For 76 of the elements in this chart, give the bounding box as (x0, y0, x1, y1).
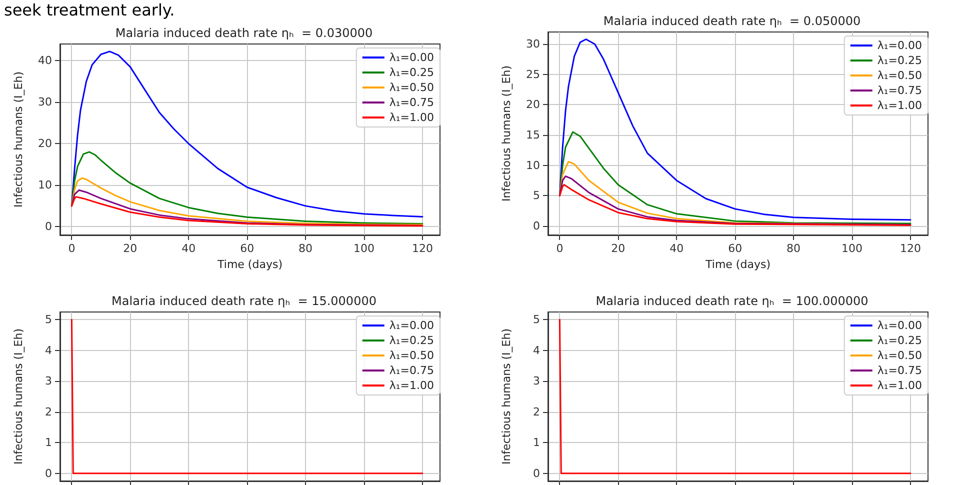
chart-title: Malaria induced death rate ηₕ = 100.000000 (596, 294, 868, 308)
x-tick-label: 40 (670, 242, 684, 255)
y-tick-label: 15 (526, 128, 540, 142)
legend-label: λ₁=0.00 (389, 51, 434, 64)
x-tick-label: 120 (900, 242, 921, 255)
x-tick-label: 120 (412, 242, 433, 255)
line-series (70, 151, 424, 225)
legend-label: λ₁=1.00 (389, 379, 434, 392)
y-tick-label: 5 (45, 313, 52, 326)
line-series (70, 196, 424, 227)
legend-label: λ₁=0.75 (389, 364, 434, 377)
x-tick-label: 100 (354, 242, 374, 255)
legend-label: λ₁=0.75 (389, 96, 434, 109)
x-tick-label: 0 (68, 242, 76, 255)
y-tick-label: 0 (533, 466, 540, 480)
y-tick-label: 1 (533, 436, 540, 450)
y-tick-label: 40 (38, 54, 52, 68)
y-tick-label: 30 (526, 38, 540, 51)
y-tick-label: 10 (526, 158, 540, 172)
y-tick-label: 20 (38, 137, 52, 150)
x-axis-title: Time (days) (216, 258, 282, 271)
x-tick-label: 40 (182, 242, 196, 255)
y-tick-label: 2 (45, 405, 52, 418)
legend-label: λ₁=1.00 (877, 379, 922, 392)
legend-label: λ₁=0.50 (389, 81, 434, 94)
legend-label: λ₁=0.00 (877, 319, 922, 332)
text: seek treatment early. (4, 0, 175, 20)
x-tick-label: 60 (240, 242, 254, 255)
chart-title: Malaria induced death rate ηₕ = 0.030000 (115, 26, 373, 40)
y-tick-label: 0 (45, 466, 52, 480)
legend-label: λ₁=0.00 (389, 319, 434, 332)
y-tick-label: 30 (38, 96, 52, 109)
y-axis-title: Infectious humans (I_Eh) (500, 65, 513, 202)
legend-label: λ₁=0.25 (389, 334, 434, 347)
x-tick-label: 100 (842, 242, 862, 255)
line-series (558, 175, 912, 226)
x-tick-label: 0 (556, 242, 564, 255)
y-axis-title: Infectious humans (I_Eh) (500, 328, 513, 465)
legend-label: λ₁=0.00 (877, 39, 922, 52)
y-tick-label: 25 (526, 68, 540, 81)
legend-label: λ₁=0.25 (877, 334, 922, 347)
legend-label: λ₁=0.75 (877, 364, 922, 377)
line-series (558, 184, 912, 226)
legend-label: λ₁=0.50 (389, 349, 434, 362)
y-tick-label: 10 (38, 178, 52, 192)
y-axis-title: Infectious humans (I_Eh) (12, 328, 25, 465)
y-tick-label: 3 (45, 374, 52, 388)
legend-label: λ₁=1.00 (877, 99, 922, 112)
y-tick-label: 5 (533, 313, 540, 326)
line-series (558, 131, 912, 224)
x-tick-label: 60 (728, 242, 742, 255)
y-tick-label: 4 (533, 344, 540, 357)
legend-label: λ₁=1.00 (389, 111, 434, 124)
y-tick-label: 4 (45, 344, 52, 357)
y-tick-label: 0 (45, 220, 52, 234)
legend-label: λ₁=0.25 (877, 54, 922, 67)
x-axis-title: Time (days) (704, 258, 770, 271)
y-axis-title: Infectious humans (I_Eh) (12, 71, 25, 208)
y-tick-label: 0 (533, 219, 540, 232)
x-tick-label: 80 (298, 242, 313, 255)
y-tick-label: 1 (45, 436, 52, 450)
y-tick-label: 2 (533, 405, 540, 418)
chart-title: Malaria induced death rate ηₕ = 15.000000 (112, 294, 376, 308)
x-tick-label: 80 (786, 242, 801, 255)
chart-title: Malaria induced death rate ηₕ = 0.050000 (603, 14, 861, 28)
y-tick-label: 5 (533, 189, 540, 202)
y-tick-label: 3 (533, 374, 540, 388)
legend-label: λ₁=0.50 (877, 349, 922, 362)
line-series (70, 177, 424, 226)
legend-label: λ₁=0.75 (877, 84, 922, 97)
y-tick-label: 20 (526, 98, 540, 112)
line-series (70, 189, 424, 226)
legend-label: λ₁=0.50 (877, 69, 922, 82)
x-tick-label: 20 (611, 242, 626, 255)
legend-label: λ₁=0.25 (389, 66, 434, 79)
x-tick-label: 20 (123, 242, 138, 255)
